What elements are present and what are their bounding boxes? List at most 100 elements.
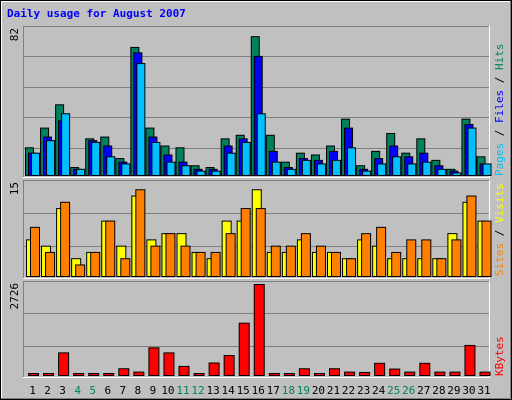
kbytes-bar bbox=[58, 352, 70, 376]
sites-bar bbox=[255, 208, 266, 277]
sites-bar bbox=[105, 220, 116, 278]
day-label: 11 bbox=[176, 384, 189, 397]
day-label: 19 bbox=[297, 384, 310, 397]
sites-bar bbox=[391, 251, 402, 277]
ylabel-kbytes: KBytes bbox=[493, 336, 506, 376]
kbytes-bar bbox=[268, 373, 280, 376]
kbytes-bar bbox=[419, 362, 431, 377]
day-label: 24 bbox=[372, 384, 386, 397]
pages-bar bbox=[226, 152, 236, 177]
day-label: 30 bbox=[462, 384, 475, 397]
day-label: 23 bbox=[357, 384, 370, 397]
sites-bar bbox=[180, 245, 191, 278]
day-label: 22 bbox=[342, 384, 355, 397]
pages-bar bbox=[482, 163, 492, 176]
sites-bar bbox=[466, 195, 477, 278]
pages-bar bbox=[377, 163, 387, 176]
kbytes-bar bbox=[329, 368, 340, 376]
sites-bar bbox=[225, 233, 236, 277]
pages-bar bbox=[256, 113, 266, 176]
kbytes-ylabel: KBytes bbox=[493, 336, 506, 376]
ylabel-files: Files bbox=[493, 90, 506, 123]
sites-bar bbox=[406, 239, 417, 277]
day-label: 6 bbox=[104, 384, 111, 397]
day-label: 14 bbox=[222, 384, 236, 397]
ylabel-sites: Sites bbox=[493, 243, 506, 276]
sites-bar bbox=[90, 251, 101, 277]
day-label: 31 bbox=[477, 384, 490, 397]
sites-bar bbox=[300, 233, 311, 277]
sites-bar bbox=[285, 245, 296, 278]
sites-bar bbox=[165, 233, 176, 277]
kbytes-bar bbox=[374, 362, 386, 377]
day-label: 15 bbox=[237, 384, 250, 397]
pages-bar bbox=[91, 141, 101, 176]
kbytes-bar bbox=[464, 344, 476, 376]
kbytes-bar bbox=[28, 373, 39, 376]
sites-bar bbox=[120, 258, 131, 278]
day-label: 3 bbox=[59, 384, 66, 397]
sites-bar bbox=[240, 208, 251, 277]
sites-bar bbox=[210, 251, 221, 277]
day-label: 9 bbox=[150, 384, 157, 397]
kbytes-bar bbox=[283, 373, 295, 376]
day-label: 28 bbox=[432, 384, 445, 397]
ylabel-separator: / bbox=[493, 223, 506, 243]
day-label: 12 bbox=[191, 384, 204, 397]
pages-bar bbox=[151, 141, 161, 176]
pages-bar bbox=[286, 168, 296, 177]
visits-ymax-label: 15 bbox=[8, 182, 21, 195]
day-label: 5 bbox=[89, 384, 96, 397]
day-label: 17 bbox=[267, 384, 280, 397]
kbytes-bar bbox=[133, 371, 145, 376]
sites-bar bbox=[361, 233, 372, 277]
pages-bar bbox=[241, 141, 251, 176]
pages-bar bbox=[301, 159, 311, 177]
sites-bar bbox=[30, 226, 40, 278]
pages-bar bbox=[362, 170, 372, 176]
sites-bar bbox=[436, 258, 447, 278]
hits-ylabel: Pages / Files / Hits bbox=[493, 44, 506, 177]
kbytes-bar bbox=[223, 355, 235, 376]
day-label: 26 bbox=[402, 384, 415, 397]
pages-bar bbox=[121, 163, 131, 176]
kbytes-bar bbox=[449, 371, 461, 376]
kbytes-bar bbox=[344, 371, 356, 376]
pages-bar bbox=[347, 147, 357, 177]
kbytes-bar bbox=[238, 322, 250, 377]
kbytes-bar bbox=[389, 368, 401, 376]
day-label: 8 bbox=[135, 384, 142, 397]
kbytes-bar bbox=[434, 371, 446, 376]
sites-bar bbox=[481, 220, 492, 278]
kbytes-bar bbox=[148, 347, 160, 377]
kbytes-bar bbox=[479, 371, 491, 376]
sites-bar bbox=[451, 239, 462, 277]
day-label: 18 bbox=[282, 384, 295, 397]
kbytes-bar bbox=[103, 373, 115, 376]
pages-bar bbox=[467, 127, 477, 177]
pages-bar bbox=[46, 140, 56, 177]
pages-bar bbox=[196, 170, 206, 176]
pages-bar bbox=[332, 159, 341, 177]
pages-bar bbox=[316, 163, 326, 176]
pages-bar bbox=[452, 172, 462, 176]
sites-bar bbox=[75, 264, 86, 278]
kbytes-bar bbox=[163, 352, 175, 376]
pages-bar bbox=[437, 168, 447, 177]
day-label: 21 bbox=[327, 384, 340, 397]
pages-bar bbox=[181, 165, 191, 176]
pages-bar bbox=[106, 156, 116, 176]
day-label: 25 bbox=[387, 384, 400, 397]
pages-bar bbox=[76, 168, 86, 177]
kbytes-bar bbox=[404, 371, 416, 376]
pages-bar bbox=[166, 161, 176, 177]
day-label: 4 bbox=[74, 384, 81, 397]
kbytes-bar bbox=[88, 373, 100, 376]
kbytes-bar bbox=[43, 373, 55, 376]
pages-bar bbox=[271, 161, 281, 177]
ylabel-separator: / bbox=[493, 70, 506, 90]
kbytes-bar bbox=[193, 373, 205, 376]
day-label: 16 bbox=[252, 384, 265, 397]
